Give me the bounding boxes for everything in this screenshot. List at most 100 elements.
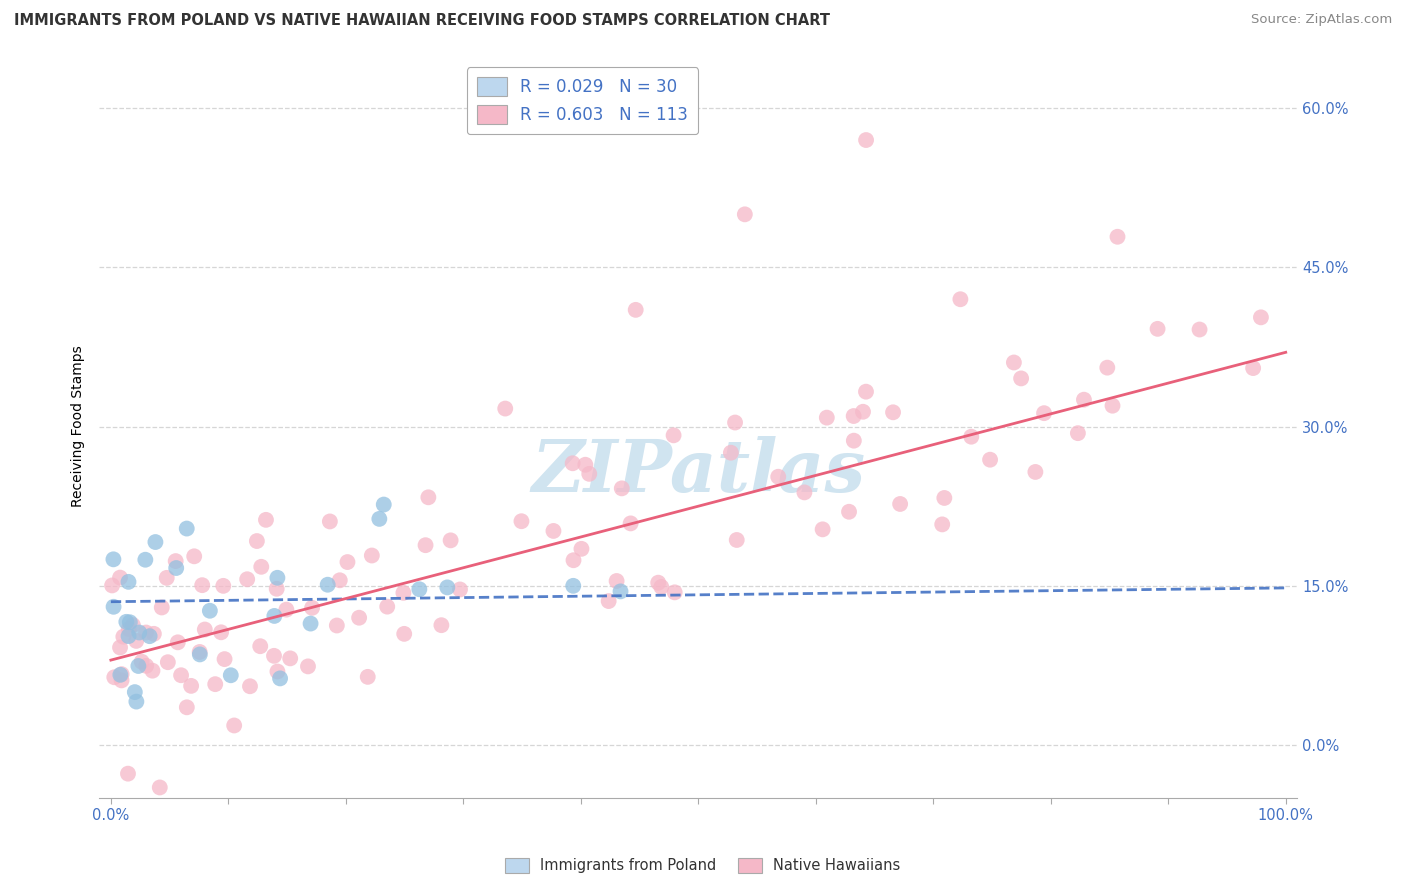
Point (855, 133, 877, 147)
Point (440, 533, 463, 548)
Point (250, 559, 273, 574)
Point (842, 434, 865, 448)
Point (266, 582, 288, 596)
Point (510, 514, 533, 528)
Point (156, 571, 179, 585)
Point (606, 574, 628, 588)
Point (188, 645, 211, 659)
Point (212, 579, 235, 593)
Point (103, 552, 125, 566)
Point (1188, 322, 1211, 336)
Point (246, 534, 269, 549)
Point (855, 384, 877, 399)
Point (1073, 392, 1095, 407)
Point (103, 599, 125, 614)
Point (1033, 406, 1056, 420)
Point (297, 659, 319, 673)
Point (842, 409, 865, 423)
Point (117, 766, 139, 780)
Point (209, 625, 232, 640)
Point (254, 513, 277, 527)
Point (561, 456, 583, 470)
Point (214, 652, 236, 666)
Point (301, 600, 323, 615)
Point (1002, 355, 1025, 369)
Point (188, 648, 211, 662)
Point (124, 685, 146, 699)
Point (266, 665, 288, 679)
Legend: R = 0.029   N = 30, R = 0.603   N = 113: R = 0.029 N = 30, R = 0.603 N = 113 (467, 67, 699, 134)
Point (166, 635, 188, 649)
Point (624, 302, 647, 317)
Point (176, 700, 198, 714)
Point (117, 574, 139, 589)
Point (960, 430, 983, 444)
Point (135, 658, 157, 673)
Point (852, 405, 875, 419)
Point (578, 467, 600, 481)
Point (336, 555, 359, 569)
Point (373, 498, 395, 512)
Point (127, 659, 149, 673)
Point (571, 541, 593, 556)
Point (198, 604, 221, 618)
Point (1024, 465, 1046, 479)
Point (574, 458, 596, 472)
Point (263, 609, 285, 624)
Point (598, 594, 620, 608)
Y-axis label: Receiving Food Stamps: Receiving Food Stamps (72, 346, 86, 508)
Point (430, 618, 453, 632)
Point (125, 633, 148, 648)
Point (408, 582, 430, 597)
Point (269, 672, 291, 686)
Point (392, 586, 415, 600)
Point (1241, 361, 1264, 376)
Point (135, 625, 157, 640)
Point (118, 615, 141, 630)
Point (319, 515, 342, 529)
Point (128, 625, 150, 640)
Point (720, 446, 742, 460)
Point (392, 627, 415, 641)
Point (724, 416, 747, 430)
Point (299, 616, 322, 631)
Point (610, 481, 633, 495)
Point (138, 629, 160, 643)
Legend: Immigrants from Poland, Native Hawaiians: Immigrants from Poland, Native Hawaiians (498, 850, 908, 880)
Point (141, 664, 163, 678)
Point (110, 668, 132, 682)
Point (111, 667, 134, 681)
Point (734, 207, 756, 221)
Point (142, 627, 165, 641)
Point (101, 578, 124, 592)
Point (278, 651, 301, 665)
Point (647, 575, 669, 590)
Point (793, 485, 815, 500)
Point (276, 602, 298, 616)
Point (165, 561, 187, 575)
Point (103, 670, 125, 684)
Point (149, 780, 172, 795)
Point (934, 491, 956, 505)
Point (1146, 322, 1168, 336)
Point (219, 668, 242, 682)
Point (662, 428, 685, 442)
Point (191, 578, 214, 592)
Point (357, 670, 380, 684)
Point (239, 679, 262, 693)
Point (949, 292, 972, 306)
Point (224, 718, 246, 732)
Point (131, 655, 153, 669)
Point (1250, 310, 1272, 325)
Point (1010, 371, 1032, 385)
Point (543, 524, 565, 538)
Point (725, 533, 748, 547)
Point (170, 668, 193, 682)
Point (609, 584, 631, 599)
Point (263, 648, 285, 663)
Point (418, 491, 440, 505)
Point (134, 553, 156, 567)
Point (882, 405, 904, 419)
Point (360, 549, 382, 563)
Text: Source: ZipAtlas.com: Source: ZipAtlas.com (1251, 13, 1392, 27)
